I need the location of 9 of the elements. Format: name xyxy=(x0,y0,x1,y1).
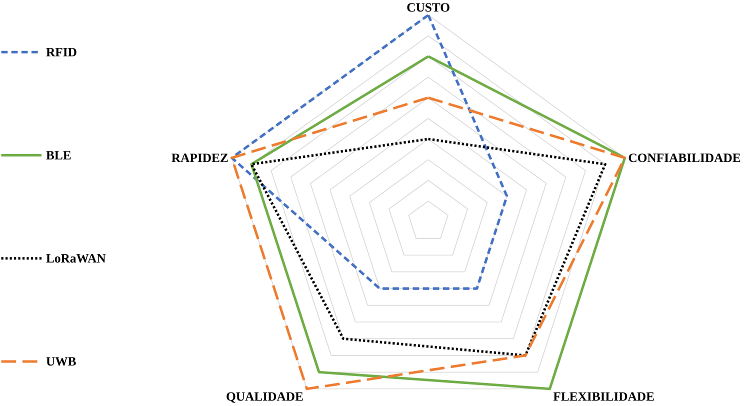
legend-label: RFID xyxy=(46,48,76,56)
spoke-label: CUSTO xyxy=(407,3,450,12)
spoke-label: CONFIABILIDADE xyxy=(628,154,740,162)
legend-label: UWB xyxy=(46,357,76,366)
spoke-label: RAPIDEZ xyxy=(172,154,228,162)
legend-label: BLE xyxy=(46,151,71,160)
spoke-label: FLEXIBILIDADE xyxy=(553,392,654,401)
legend-label: LoRaWAN xyxy=(46,254,106,263)
spoke-label: QUALIDADE xyxy=(226,392,303,403)
